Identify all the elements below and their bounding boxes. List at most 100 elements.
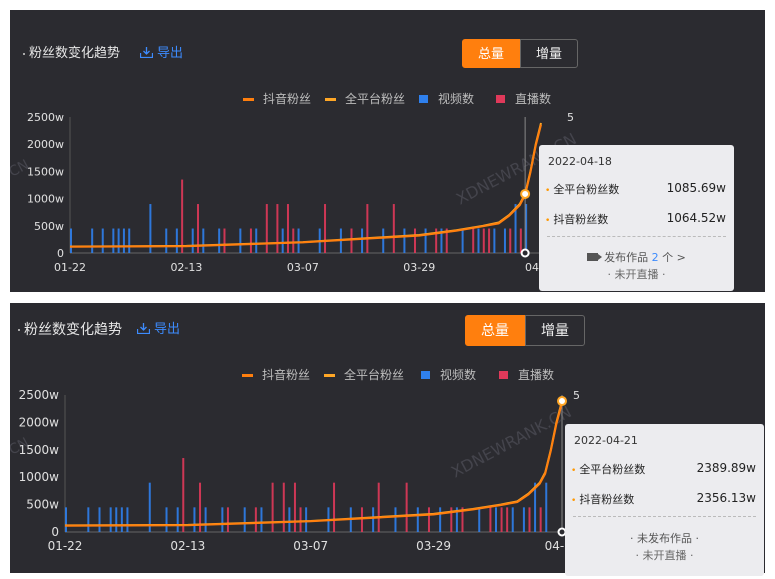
live-bar (181, 179, 184, 253)
video-bar (126, 507, 129, 532)
y-tick-label: 0 (51, 525, 59, 539)
tooltip-row-value: 2389.89w (696, 461, 756, 475)
video-bar (525, 204, 528, 253)
tab-total[interactable]: 总量 (462, 39, 520, 68)
video-bar (440, 228, 443, 253)
video-bar (101, 228, 104, 253)
x-tick-label: 02-13 (170, 261, 202, 274)
live-bar (293, 482, 296, 532)
tooltip-date: 2022-04-18 (548, 155, 612, 168)
live-bar (472, 228, 475, 253)
export-button[interactable]: 导出 (140, 42, 183, 61)
video-bar (122, 228, 125, 253)
video-bar (522, 507, 525, 532)
video-bar (165, 228, 168, 253)
video-bar (98, 507, 101, 532)
x-tick-label: 01-22 (48, 539, 83, 553)
video-bar (202, 228, 205, 253)
panel-title: 粉丝数变化趋势 (18, 319, 122, 339)
live-bar (427, 507, 430, 532)
y-tick-label: 0 (57, 247, 64, 260)
x-tick-label: 02-13 (170, 539, 205, 553)
live-bar (350, 228, 353, 253)
tab-total[interactable]: 总量 (465, 315, 525, 346)
video-bar (297, 228, 300, 253)
video-bar (545, 482, 548, 532)
mode-tabs: 总量 增量 (465, 315, 585, 346)
x-tick-label: 03-29 (416, 539, 451, 553)
live-bar (265, 204, 268, 253)
y-tick-label: 1000w (19, 470, 60, 484)
video-bar (382, 228, 385, 253)
douyin-fans-line (64, 402, 563, 527)
y-tick-label: 1500w (27, 165, 64, 178)
hover-point (557, 396, 567, 407)
live-bar (506, 507, 509, 532)
tab-increment[interactable]: 增量 (520, 39, 578, 68)
x-tick-label: 03-29 (403, 261, 435, 274)
live-bar (286, 204, 289, 253)
legend-label: 抖音粉丝 (262, 367, 310, 382)
live-bar (489, 507, 492, 532)
live-bar (276, 204, 279, 253)
video-bar (91, 228, 94, 253)
video-bar (288, 507, 291, 532)
live-bar (461, 507, 464, 532)
y-tick-label: 2000w (19, 415, 60, 429)
legend-label: 全平台粉丝 (344, 367, 404, 382)
live-bar (366, 204, 369, 253)
live-bar (405, 482, 408, 532)
video-bar (191, 228, 194, 253)
hover-point-baseline (520, 248, 530, 258)
export-button[interactable]: 导出 (137, 318, 180, 337)
video-bar (165, 507, 168, 532)
tooltip-row-douyin: 抖音粉丝数 2356.13w (571, 491, 756, 507)
live-bar (488, 228, 491, 253)
tooltip-divider (573, 516, 756, 517)
live-bar (292, 228, 295, 253)
video-camera-icon (587, 253, 603, 261)
live-bar (450, 507, 453, 532)
y2-tick-label: 5 (573, 389, 580, 402)
live-bar (333, 482, 336, 532)
legend-swatch-bar (499, 371, 508, 379)
video-bar (128, 228, 131, 253)
tab-increment[interactable]: 增量 (525, 315, 585, 346)
video-bar (281, 228, 284, 253)
video-bar (65, 507, 67, 532)
live-bar (182, 458, 185, 532)
legend-swatch-line (324, 374, 335, 377)
y-tick-label: 500w (34, 220, 64, 233)
video-bar (260, 507, 263, 532)
legend-swatch-bar (419, 95, 428, 103)
video-bar (87, 507, 90, 532)
mode-tabs: 总量 增量 (462, 39, 578, 68)
live-bar (249, 228, 252, 253)
tooltip-works-link[interactable]: 发布作品 2 个 > (539, 249, 734, 265)
video-bar (514, 204, 517, 253)
legend-label: 全平台粉丝 (345, 91, 405, 106)
video-bar (305, 507, 308, 532)
video-bar (477, 228, 480, 253)
live-bar (377, 482, 380, 532)
live-bar (254, 507, 257, 532)
video-bar (112, 228, 115, 253)
video-bar (534, 482, 537, 532)
video-bar (416, 507, 419, 532)
hover-point (520, 188, 531, 199)
video-bar (511, 507, 514, 532)
live-bar (500, 507, 503, 532)
video-bar (239, 228, 242, 253)
video-bar (461, 228, 464, 253)
tooltip-divider (547, 236, 726, 237)
video-bar (117, 228, 120, 253)
live-bar (413, 228, 416, 253)
video-bar (478, 507, 481, 532)
video-bar (218, 228, 221, 253)
y-tick-label: 2000w (27, 138, 64, 151)
video-bar (493, 228, 496, 253)
tooltip-works-status: · 未发布作品 · (630, 532, 699, 545)
panel-title: 粉丝数变化趋势 (23, 42, 120, 61)
legend-swatch-line (242, 374, 253, 377)
y-tick-label: 500w (26, 498, 59, 512)
